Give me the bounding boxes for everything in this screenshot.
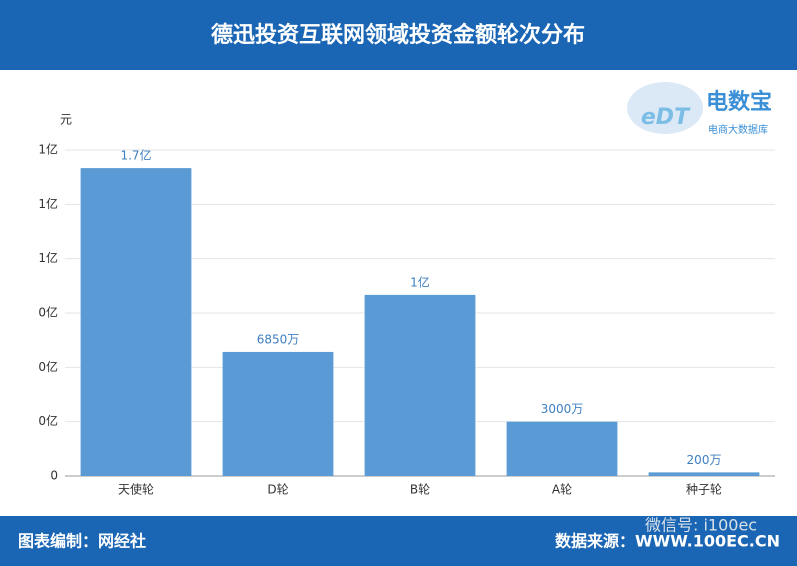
title-bar <box>0 0 797 70</box>
bar <box>364 294 476 476</box>
y-tick-label: 0 <box>50 469 58 483</box>
bar <box>648 472 760 476</box>
logo-name: 电数宝 <box>706 89 772 115</box>
y-tick-label: 0亿 <box>38 413 58 428</box>
y-tick-label: 0亿 <box>38 305 58 320</box>
bar <box>80 168 192 476</box>
logo: eDT 电数宝 电商大数据库 <box>627 82 772 136</box>
y-tick-label: 1亿 <box>38 142 58 157</box>
x-tick-label: B轮 <box>410 483 430 497</box>
chart-title: 德迅投资互联网领域投资金额轮次分布 <box>211 22 585 48</box>
value-label: 6850万 <box>257 332 300 346</box>
x-tick-label: 天使轮 <box>118 482 154 497</box>
footer-right: 数据来源：WWW.100EC.CN <box>555 532 780 551</box>
x-tick-label: 种子轮 <box>686 483 722 497</box>
y-tick-label: 1亿 <box>38 196 58 211</box>
bar <box>506 421 618 476</box>
watermark: 微信号: i100ec <box>645 516 757 535</box>
bar <box>222 351 334 476</box>
footer-bar <box>0 516 797 566</box>
logo-mark: eDT <box>641 105 691 130</box>
value-label: 200万 <box>687 453 722 467</box>
logo-cloud <box>627 82 703 134</box>
logo-tagline: 电商大数据库 <box>708 123 768 136</box>
value-label: 1.7亿 <box>120 148 151 163</box>
value-label: 3000万 <box>541 402 584 416</box>
x-tick-label: A轮 <box>552 483 572 497</box>
value-label: 1亿 <box>410 274 430 289</box>
x-tick-label: D轮 <box>267 483 288 497</box>
y-tick-label: 1亿 <box>38 250 58 265</box>
y-unit: 元 <box>60 113 72 127</box>
y-tick-label: 0亿 <box>38 359 58 374</box>
footer-left: 图表编制：网经社 <box>18 532 146 551</box>
